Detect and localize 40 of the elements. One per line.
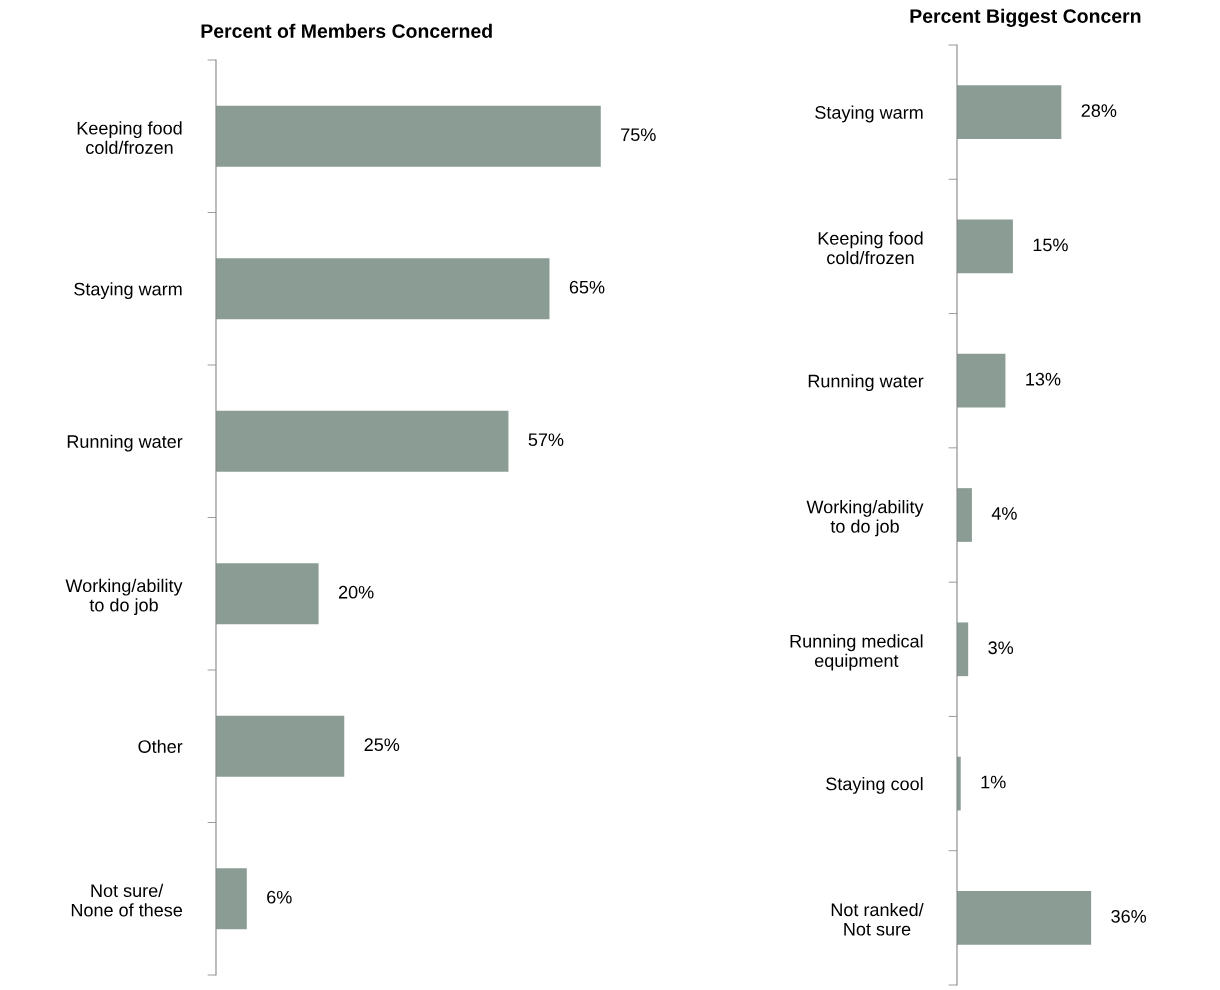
bar	[957, 488, 972, 542]
y-tick-label: Not sure/ None of these	[71, 883, 183, 917]
data-label: 28%	[1081, 104, 1117, 117]
data-label: 75%	[621, 128, 656, 142]
bar	[216, 868, 247, 930]
chart-title: Percent Biggest Concern	[910, 8, 1141, 27]
y-tick-label: Staying cool	[826, 777, 923, 794]
y-tick-label: Running water	[67, 434, 183, 452]
y-tick-label: Staying warm	[74, 282, 182, 300]
data-label: 57%	[528, 433, 564, 447]
data-label: 3%	[988, 641, 1014, 655]
data-label: 20%	[338, 585, 374, 599]
y-tick-label: Not ranked/ Not sure	[831, 902, 924, 936]
data-label: 36%	[1111, 909, 1147, 923]
data-label: 65%	[569, 280, 605, 294]
bar	[216, 258, 550, 320]
y-tick-label: Running water	[808, 374, 924, 391]
data-label: 4%	[991, 507, 1017, 520]
data-label: 1%	[981, 775, 1006, 789]
data-label: 6%	[267, 890, 292, 904]
y-tick-label: Keeping food cold/frozen	[77, 121, 182, 154]
bar	[216, 410, 509, 472]
bar	[957, 353, 1006, 408]
data-label: 25%	[364, 738, 400, 752]
data-label: 13%	[1026, 372, 1061, 386]
y-tick-label: Working/ability to do job	[65, 578, 183, 616]
data-label: 15%	[1033, 238, 1068, 252]
y-tick-label: Keeping food cold/frozen	[818, 231, 923, 265]
bar	[216, 105, 601, 167]
y-tick-label: Staying warm	[815, 105, 923, 123]
y-tick-label: Running medical equipment	[790, 634, 923, 671]
bar	[957, 891, 1092, 945]
bar	[216, 563, 319, 625]
y-tick-label: Other	[138, 739, 183, 753]
y-tick-label: Working/ability to do job	[806, 500, 924, 537]
chart-title: Percent of Members Concerned	[201, 23, 492, 38]
bar	[957, 85, 1062, 139]
bar	[957, 219, 1013, 274]
bar	[216, 715, 345, 777]
bar	[957, 622, 969, 677]
